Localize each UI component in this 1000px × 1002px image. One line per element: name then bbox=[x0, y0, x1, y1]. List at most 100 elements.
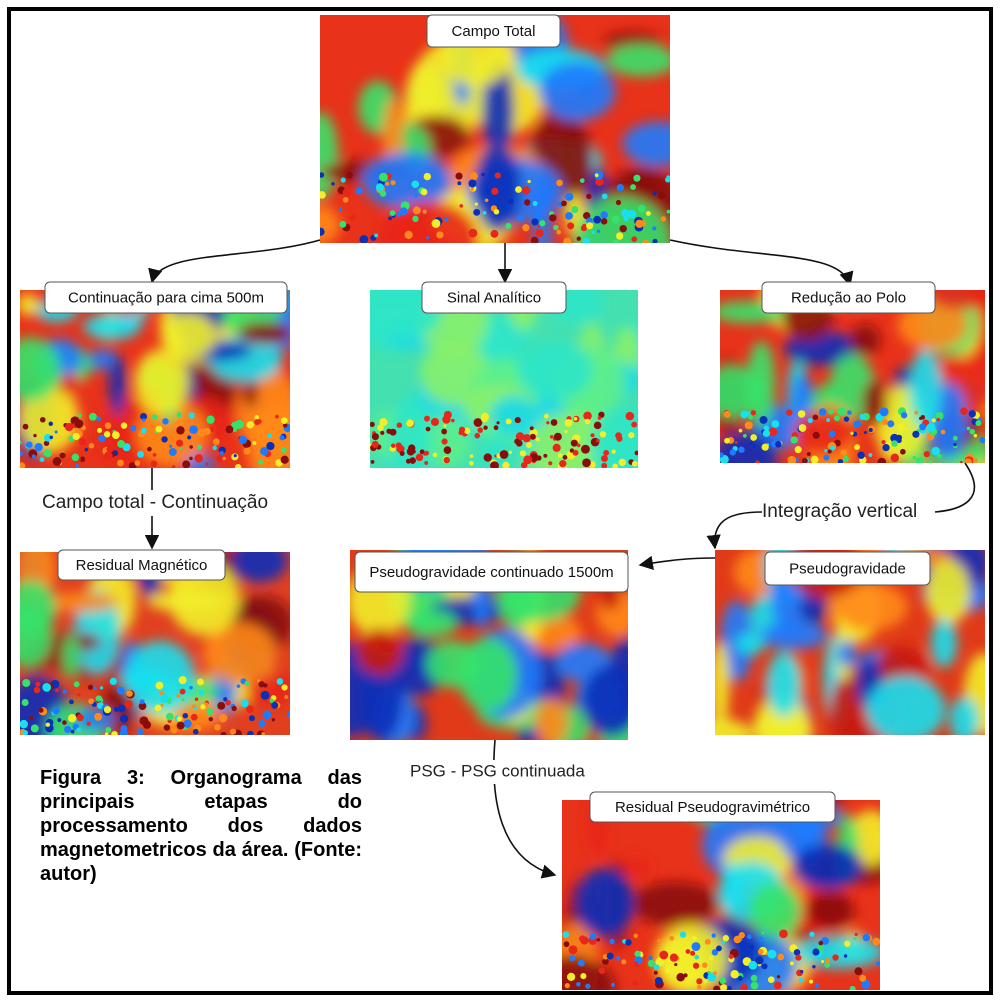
speckle bbox=[376, 183, 384, 191]
speckle bbox=[855, 933, 858, 936]
speckle bbox=[657, 939, 661, 943]
speckle bbox=[564, 941, 570, 947]
speckle bbox=[854, 444, 860, 450]
speckle bbox=[105, 732, 109, 736]
blob bbox=[539, 62, 616, 121]
speckle bbox=[648, 956, 652, 960]
speckle bbox=[627, 210, 636, 219]
speckle bbox=[485, 199, 489, 203]
speckle bbox=[214, 724, 220, 730]
speckle bbox=[371, 460, 375, 464]
speckle bbox=[42, 683, 51, 692]
speckle bbox=[126, 690, 133, 697]
speckle bbox=[528, 180, 531, 183]
speckle bbox=[444, 217, 448, 221]
speckle bbox=[179, 676, 187, 684]
speckle bbox=[169, 445, 172, 448]
speckle bbox=[205, 462, 208, 465]
speckle bbox=[215, 419, 221, 425]
speckle bbox=[197, 445, 202, 450]
speckle bbox=[17, 451, 22, 456]
speckle bbox=[64, 726, 71, 733]
speckle bbox=[626, 412, 634, 420]
speckle bbox=[509, 451, 512, 454]
speckle bbox=[216, 429, 223, 436]
speckle bbox=[619, 459, 626, 466]
speckle bbox=[177, 412, 182, 417]
speckle bbox=[137, 451, 144, 458]
speckle bbox=[730, 449, 736, 455]
speckle bbox=[483, 426, 487, 430]
speckle bbox=[615, 432, 622, 439]
speckle bbox=[413, 206, 421, 214]
speckle bbox=[960, 407, 967, 414]
speckle bbox=[593, 216, 601, 224]
speckle bbox=[537, 225, 540, 228]
speckle bbox=[712, 933, 716, 937]
speckle bbox=[96, 416, 101, 421]
blob bbox=[63, 634, 80, 679]
blob bbox=[357, 628, 403, 674]
speckle bbox=[574, 417, 578, 421]
speckle bbox=[176, 694, 180, 698]
speckle bbox=[52, 707, 59, 714]
speckle bbox=[93, 686, 96, 689]
speckle bbox=[76, 727, 81, 732]
speckle bbox=[193, 729, 199, 735]
speckle bbox=[502, 462, 509, 469]
speckle bbox=[735, 441, 738, 444]
speckle bbox=[142, 418, 145, 421]
speckle bbox=[209, 717, 213, 721]
speckle bbox=[60, 452, 66, 458]
speckle bbox=[531, 218, 538, 225]
speckle bbox=[258, 720, 265, 727]
speckle bbox=[487, 188, 490, 191]
speckle bbox=[670, 954, 678, 962]
speckle bbox=[189, 445, 192, 448]
speckle bbox=[55, 430, 58, 433]
speckle bbox=[667, 210, 671, 214]
speckle bbox=[35, 682, 40, 687]
speckle bbox=[281, 456, 289, 464]
speckle bbox=[239, 436, 247, 444]
speckle bbox=[914, 411, 918, 415]
speckle bbox=[590, 934, 596, 940]
speckle bbox=[829, 430, 836, 437]
speckle bbox=[799, 424, 807, 432]
speckle bbox=[969, 410, 976, 417]
speckle bbox=[738, 976, 743, 981]
speckle bbox=[601, 218, 607, 224]
speckle bbox=[576, 982, 581, 987]
speckle bbox=[441, 429, 447, 435]
speckle bbox=[232, 706, 237, 711]
speckle bbox=[96, 695, 102, 701]
blob bbox=[796, 936, 885, 969]
caption: Figura 3: Organograma das principais eta… bbox=[40, 766, 362, 886]
blob bbox=[232, 538, 288, 583]
speckle bbox=[704, 980, 707, 983]
blob bbox=[926, 560, 971, 626]
speckle bbox=[680, 931, 686, 937]
speckle bbox=[213, 438, 220, 445]
speckle bbox=[724, 411, 731, 418]
speckle bbox=[237, 684, 241, 688]
speckle bbox=[928, 460, 932, 464]
speckle bbox=[63, 689, 67, 693]
speckle bbox=[751, 975, 758, 982]
speckle bbox=[876, 961, 881, 966]
speckle bbox=[35, 443, 43, 451]
speckle bbox=[172, 465, 175, 468]
speckle bbox=[515, 417, 521, 423]
blob bbox=[837, 640, 856, 667]
speckle bbox=[920, 415, 925, 420]
arrow bbox=[152, 240, 320, 282]
speckle bbox=[745, 421, 753, 429]
speckle bbox=[374, 233, 378, 237]
speckle bbox=[721, 941, 725, 945]
speckle bbox=[187, 435, 191, 439]
speckle bbox=[761, 931, 764, 934]
speckle bbox=[71, 730, 75, 734]
blob bbox=[474, 143, 520, 231]
speckle bbox=[791, 436, 798, 443]
speckle bbox=[518, 215, 522, 219]
